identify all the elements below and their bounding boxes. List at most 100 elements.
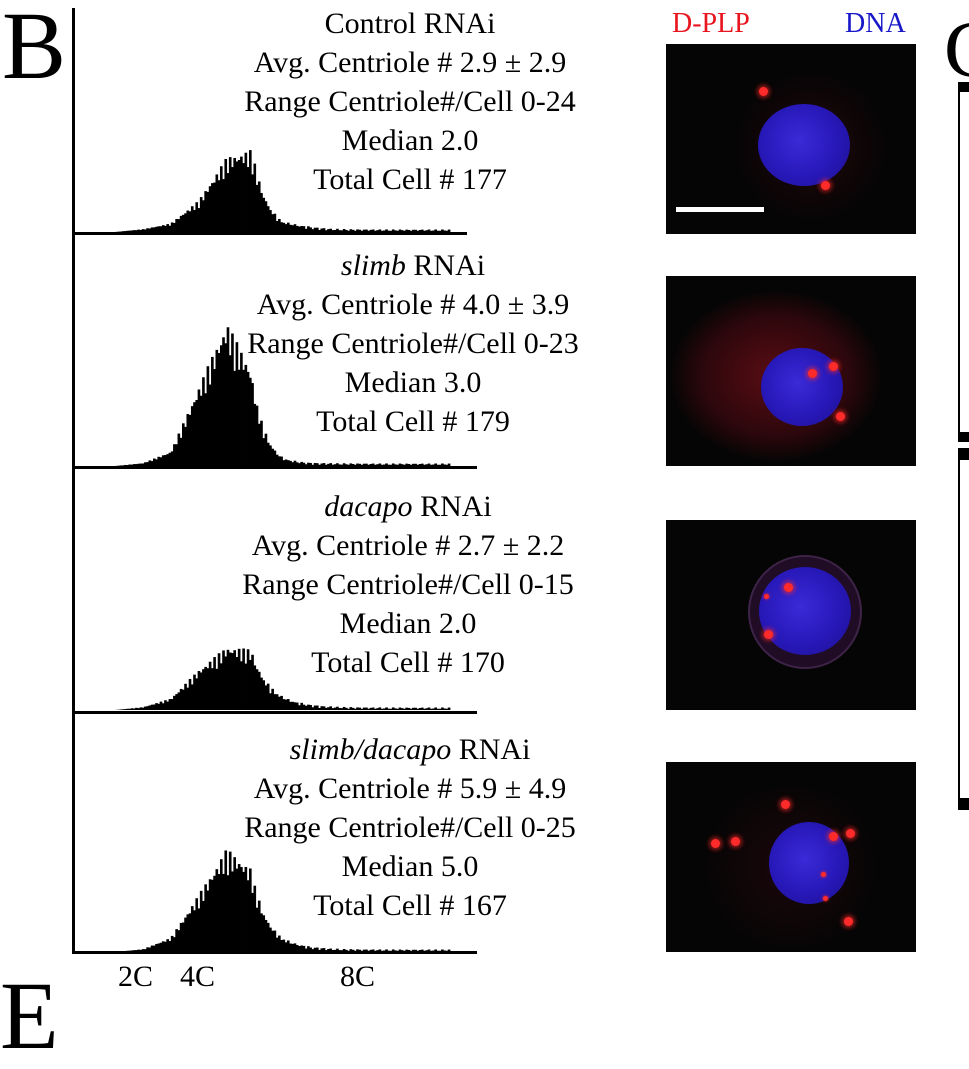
histogram-bar bbox=[312, 229, 315, 232]
histogram-bar bbox=[124, 951, 127, 952]
histogram-bar bbox=[379, 229, 382, 232]
histogram-bar bbox=[291, 702, 294, 710]
histogram-bar bbox=[184, 684, 187, 710]
histogram-bar bbox=[338, 950, 341, 952]
stats-median: Median 2.0 bbox=[175, 121, 645, 160]
stats-block-control: Control RNAi Avg. Centriole # 2.9 ± 2.9 … bbox=[175, 4, 645, 199]
histogram-bar bbox=[171, 699, 174, 710]
histogram-bar bbox=[278, 697, 281, 710]
histogram-bar bbox=[365, 708, 368, 710]
histogram-bar bbox=[425, 950, 428, 952]
panel-separator bbox=[72, 232, 467, 235]
histogram-bar bbox=[432, 231, 435, 232]
histogram-bar bbox=[352, 950, 355, 952]
histogram-bar bbox=[144, 949, 147, 952]
histogram-bar bbox=[151, 227, 154, 232]
panel-c-inner bbox=[960, 460, 969, 798]
centriole-dot bbox=[844, 917, 853, 926]
histogram-bar bbox=[412, 230, 415, 232]
histogram-bar bbox=[352, 464, 355, 466]
histogram-bar bbox=[171, 222, 174, 232]
histogram-bar bbox=[265, 685, 268, 710]
centriole-dot bbox=[821, 181, 830, 190]
histogram-bar bbox=[399, 708, 402, 710]
stats-range: Range Centriole#/Cell 0-23 bbox=[178, 324, 648, 363]
histogram-bar bbox=[399, 230, 402, 232]
histogram-bar bbox=[385, 229, 388, 232]
histogram-bar bbox=[352, 230, 355, 232]
stats-median: Median 2.0 bbox=[173, 604, 643, 643]
micrograph-dacapo bbox=[666, 520, 916, 710]
histogram-bar bbox=[171, 451, 174, 466]
histogram-bar bbox=[352, 708, 355, 710]
histogram-bar bbox=[358, 708, 361, 710]
panel-separator bbox=[72, 466, 477, 469]
histogram-bar bbox=[137, 230, 140, 232]
histogram-bar bbox=[131, 708, 134, 710]
micrograph-slimb bbox=[666, 276, 916, 466]
stats-title: dacapo RNAi bbox=[173, 487, 643, 526]
histogram-bar bbox=[164, 226, 167, 232]
histogram-bar bbox=[405, 464, 408, 466]
stats-title-text: Control RNAi bbox=[325, 7, 496, 40]
histogram-bar bbox=[291, 944, 294, 952]
histogram-bar bbox=[419, 950, 422, 952]
stats-block-slimb: slimb RNAi Avg. Centriole # 4.0 ± 3.9 Ra… bbox=[178, 246, 648, 441]
histogram-bar bbox=[345, 950, 348, 952]
histogram-bar bbox=[432, 709, 435, 710]
histogram-bar bbox=[305, 706, 308, 710]
histogram-bar bbox=[285, 700, 288, 710]
histogram-bar bbox=[144, 462, 147, 466]
stats-range: Range Centriole#/Cell 0-25 bbox=[175, 808, 645, 847]
histogram-bar bbox=[198, 208, 201, 232]
centriole-dot bbox=[823, 896, 828, 901]
stats-total: Total Cell # 170 bbox=[173, 643, 643, 682]
histogram-bar bbox=[345, 464, 348, 466]
histogram-bar bbox=[271, 214, 274, 232]
histogram-bar bbox=[439, 231, 442, 232]
histogram-bar bbox=[305, 464, 308, 466]
histogram-bar bbox=[298, 705, 301, 710]
histogram-bar bbox=[278, 456, 281, 466]
centriole-dot bbox=[764, 594, 769, 599]
stats-avg: Avg. Centriole # 4.0 ± 3.9 bbox=[178, 285, 648, 324]
histogram-bar bbox=[446, 465, 449, 466]
micrograph-slimb-dacapo bbox=[666, 762, 916, 952]
histogram-bar bbox=[278, 936, 281, 952]
histogram-bar bbox=[137, 950, 140, 952]
histogram-bar bbox=[419, 708, 422, 710]
panel-letter-c: C bbox=[944, 10, 969, 90]
histogram-bar bbox=[325, 950, 328, 952]
cell-nucleus bbox=[759, 567, 851, 655]
histogram-bar bbox=[291, 462, 294, 466]
stats-title: slimb/dacapo RNAi bbox=[175, 730, 645, 769]
histogram-bar bbox=[332, 950, 335, 952]
stats-block-slimb-dacapo: slimb/dacapo RNAi Avg. Centriole # 5.9 ±… bbox=[175, 730, 645, 925]
histogram-bar bbox=[425, 708, 428, 710]
histogram-bar bbox=[298, 946, 301, 952]
stats-title-italic: dacapo bbox=[324, 490, 412, 523]
histogram-bar bbox=[278, 219, 281, 232]
centriole-dot bbox=[781, 800, 790, 809]
stats-range: Range Centriole#/Cell 0-15 bbox=[173, 565, 643, 604]
histogram-bar bbox=[372, 708, 375, 711]
histogram-bar bbox=[358, 230, 361, 232]
histogram-bar bbox=[439, 709, 442, 710]
histogram-bar bbox=[271, 689, 274, 710]
histogram-bar bbox=[124, 465, 127, 466]
stats-title-text: RNAi bbox=[406, 249, 485, 282]
centriole-dot bbox=[846, 829, 855, 838]
histogram-bar bbox=[399, 464, 402, 466]
panel-letter-e: E bbox=[0, 968, 59, 1064]
histogram-bar bbox=[392, 463, 395, 466]
histogram-bar bbox=[312, 949, 315, 952]
stats-title-text: RNAi bbox=[413, 490, 492, 523]
stats-total: Total Cell # 167 bbox=[175, 886, 645, 925]
cell-nucleus bbox=[758, 104, 850, 186]
histogram-bar bbox=[358, 950, 361, 952]
histogram-bar bbox=[124, 231, 127, 232]
histogram-bar bbox=[325, 465, 328, 466]
histogram-bar bbox=[131, 230, 134, 232]
histogram-bar bbox=[405, 230, 408, 232]
centriole-dot bbox=[821, 872, 826, 877]
